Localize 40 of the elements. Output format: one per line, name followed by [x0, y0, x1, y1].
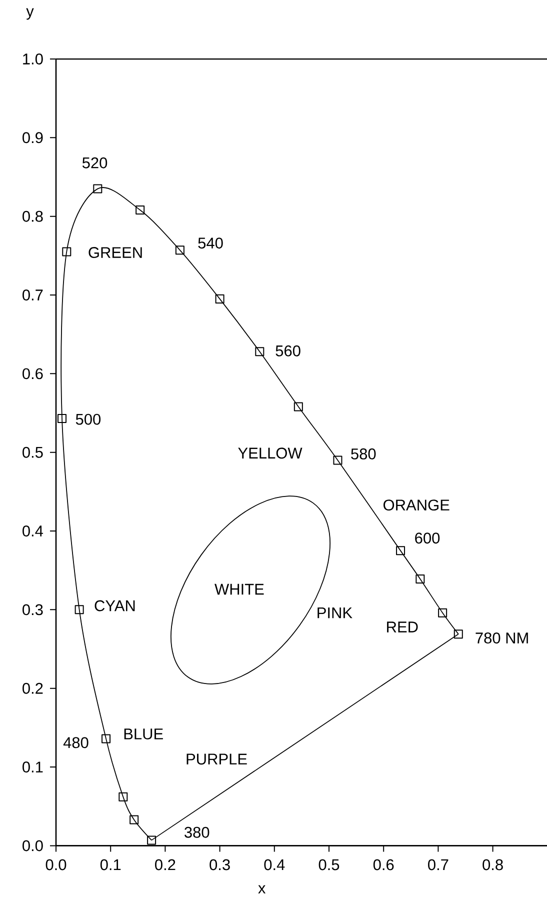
annotation: 560: [276, 345, 300, 356]
x-tick-label: 0.2: [155, 859, 176, 870]
y-tick-label: 0.2: [22, 682, 43, 694]
annotation: ORANGE: [384, 500, 450, 511]
annotation: 380: [184, 826, 210, 838]
annotation: PINK: [318, 608, 352, 618]
y-tick-label: 0.5: [22, 446, 43, 458]
y-tick-label: 0.6: [22, 368, 43, 380]
annotation: GREEN: [88, 247, 142, 258]
x-axis-title: x: [258, 885, 266, 894]
x-tick-label: 0.6: [373, 859, 394, 870]
annotation: YELLOW: [238, 448, 302, 459]
y-tick-label: 1.0: [23, 54, 43, 64]
annotation: WHITE: [214, 584, 264, 595]
y-tick-label: 0.1: [22, 762, 43, 773]
y-tick-label: 0.7: [22, 290, 43, 300]
x-tick-label: 0.3: [210, 859, 230, 870]
annotation: RED: [387, 622, 418, 632]
x-tick-label: 0.7: [428, 859, 448, 870]
x-tick-label: 0.8: [482, 859, 503, 870]
annotation: 600: [415, 532, 440, 544]
x-tick-label: 0.4: [264, 859, 285, 870]
y-tick-label: 0.4: [22, 526, 44, 537]
annotation: 540: [198, 238, 223, 249]
annotation: 780 NM: [476, 632, 528, 644]
annotation: PURPLE: [186, 754, 247, 765]
y-tick-label: 0.8: [22, 210, 43, 222]
annotation: 580: [351, 448, 376, 460]
y-tick-label: 0.0: [22, 840, 43, 852]
y-axis-title: y: [26, 8, 34, 20]
annotation: BLUE: [124, 728, 163, 740]
y-tick-label: 0.3: [22, 604, 43, 616]
x-tick-label: 0.0: [46, 859, 66, 870]
annotation: 500: [76, 414, 101, 425]
annotation: 480: [63, 737, 88, 748]
annotation: CYAN: [94, 600, 135, 612]
y-tick-label: 0.9: [22, 132, 43, 144]
x-tick-label: 0.1: [100, 859, 121, 870]
x-tick-label: 0.5: [318, 859, 340, 870]
annotation: 520: [82, 157, 108, 168]
